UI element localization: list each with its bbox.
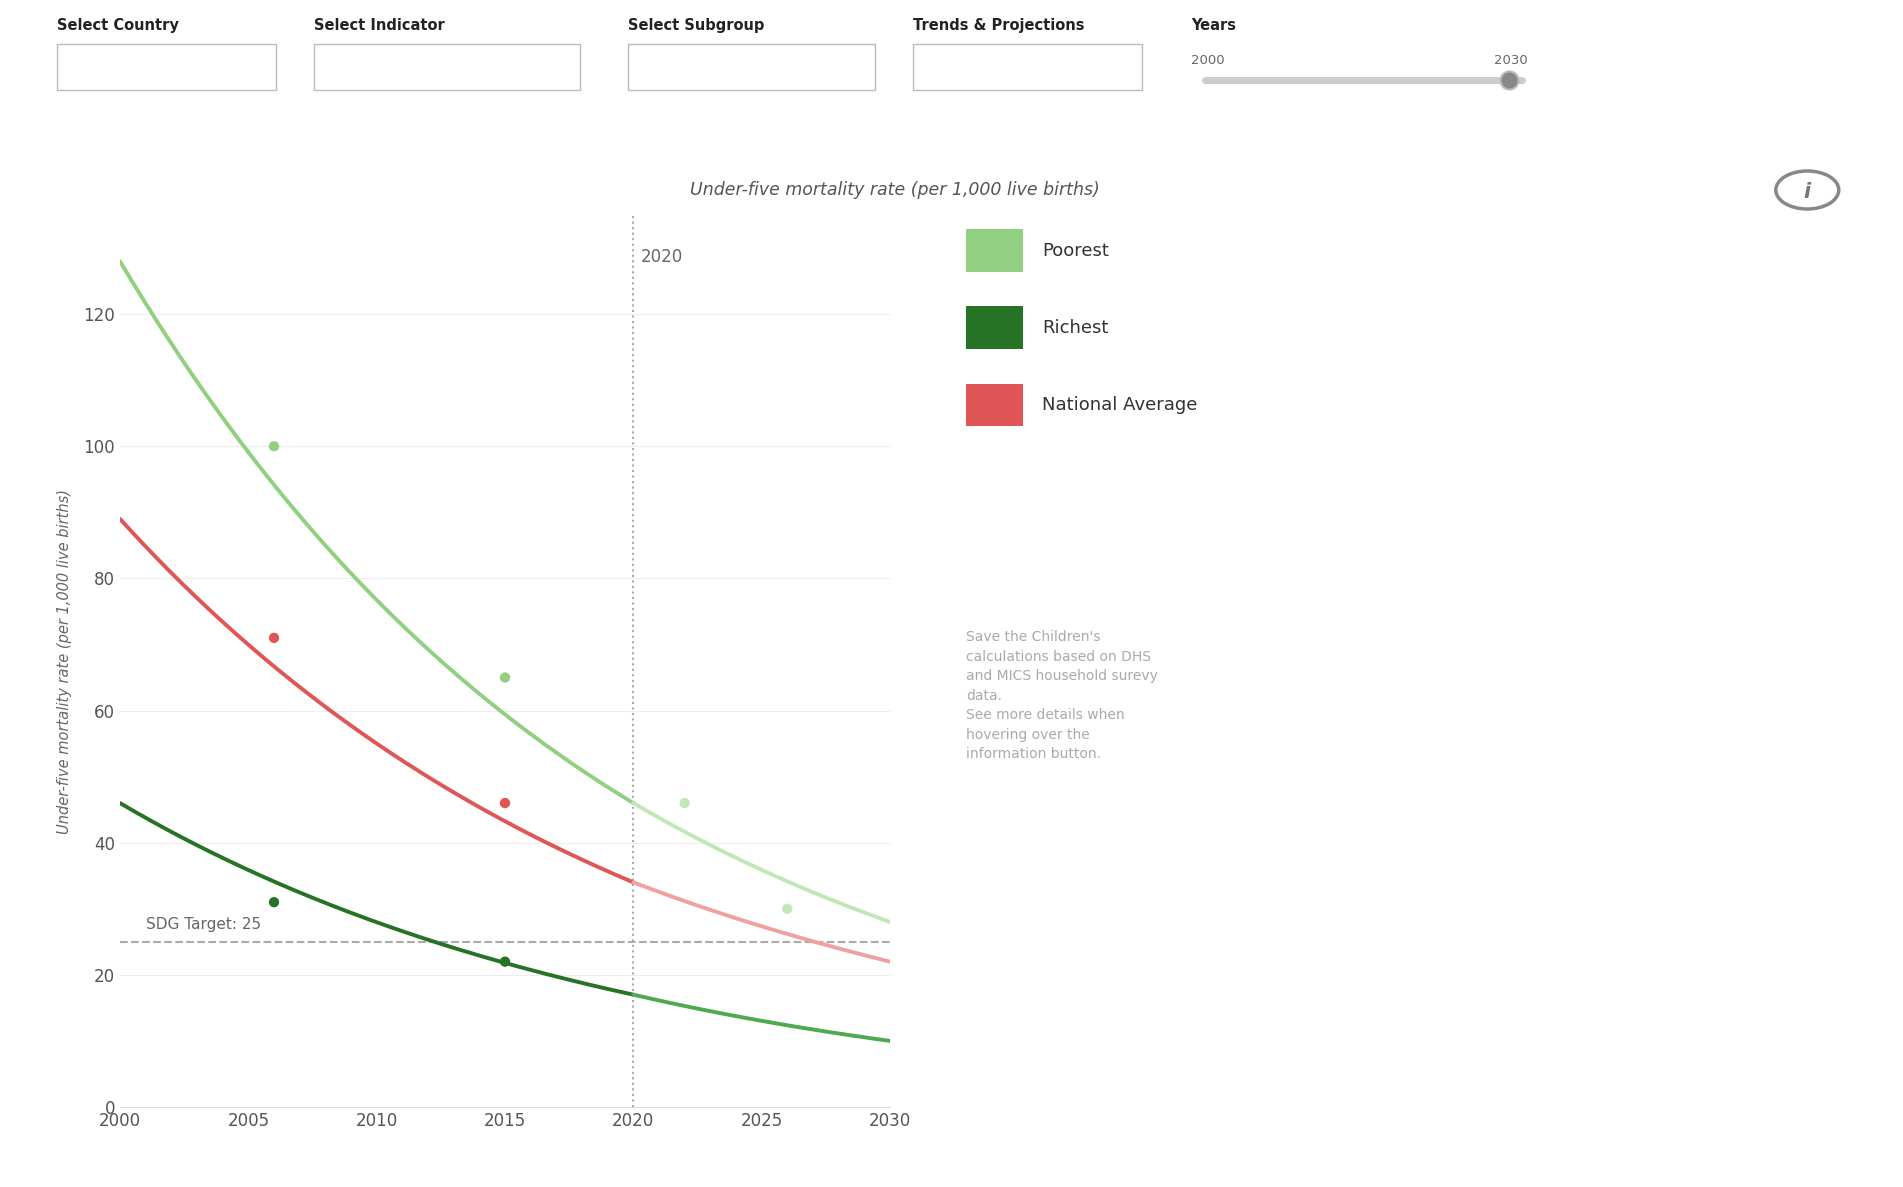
Text: ▼: ▼ [559, 62, 567, 71]
Text: ▼: ▼ [854, 62, 862, 71]
FancyBboxPatch shape [913, 44, 1142, 90]
Point [670, 794, 700, 813]
Text: ▼: ▼ [1121, 62, 1128, 71]
FancyBboxPatch shape [314, 44, 580, 90]
Text: Under-five mortality in India: Under-five mortality in India [740, 120, 1163, 146]
Text: India: India [72, 59, 107, 74]
Point [259, 893, 289, 912]
Text: Richest: Richest [1043, 319, 1109, 337]
Point [259, 437, 289, 456]
FancyBboxPatch shape [57, 44, 276, 90]
Text: Under-five mortality rate (per 1,000 live births): Under-five mortality rate (per 1,000 liv… [689, 180, 1100, 199]
FancyBboxPatch shape [628, 44, 875, 90]
Text: (Multiple values): (Multiple values) [643, 59, 759, 74]
Text: Years: Years [1191, 18, 1237, 33]
Point [489, 668, 520, 687]
Point [773, 900, 803, 919]
Text: Under-five mortality: Under-five mortality [329, 59, 468, 74]
Text: Select Country: Select Country [57, 18, 179, 33]
Point [489, 794, 520, 813]
Text: ▼: ▼ [255, 62, 263, 71]
Text: i: i [1804, 182, 1812, 202]
Text: 2000: 2000 [1191, 53, 1226, 66]
Y-axis label: Under-five mortality rate (per 1,000 live births): Under-five mortality rate (per 1,000 liv… [57, 489, 72, 833]
Text: National Average: National Average [1043, 396, 1197, 414]
Text: Save the Children's
calculations based on DHS
and MICS household surevy
data.
Se: Save the Children's calculations based o… [967, 630, 1159, 761]
Text: Trends & Projections: Trends & Projections [913, 18, 1085, 33]
Text: (All): (All) [929, 59, 957, 74]
Point [259, 628, 289, 647]
Text: Poorest: Poorest [1043, 242, 1109, 260]
Text: 2020: 2020 [641, 248, 683, 266]
Text: 2030: 2030 [1494, 53, 1528, 66]
Point [489, 952, 520, 971]
Text: SDG Target: 25: SDG Target: 25 [147, 916, 261, 932]
Text: Select Indicator: Select Indicator [314, 18, 445, 33]
Text: Select Subgroup: Select Subgroup [628, 18, 765, 33]
